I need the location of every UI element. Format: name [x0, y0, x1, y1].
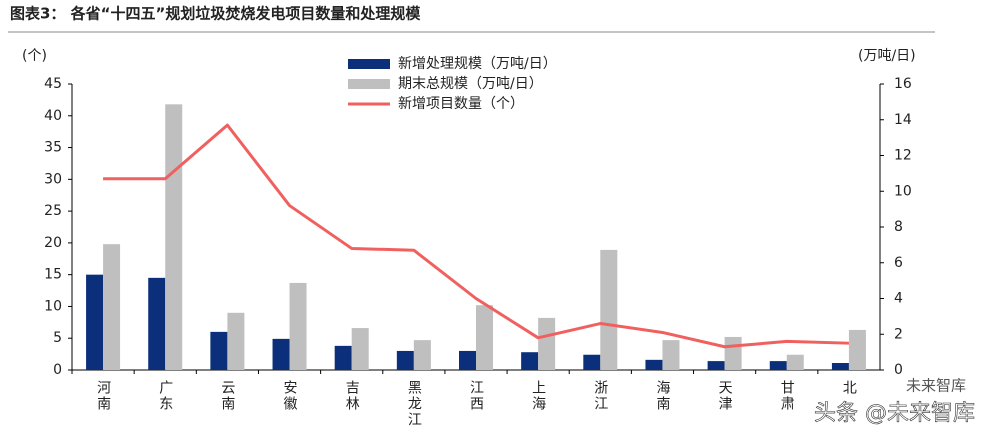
legend-label: 期末总规模（万吨/日） — [398, 76, 543, 92]
y2-tick-label: 6 — [894, 255, 903, 271]
logo-text: 未来智库 — [906, 377, 966, 395]
bar — [831, 363, 849, 370]
legend-label: 新增项目数量（个） — [398, 96, 524, 112]
bar — [334, 345, 352, 370]
y-tick-label: 40 — [44, 108, 62, 124]
bar — [600, 249, 618, 370]
x-tick-label: 江西 — [468, 380, 484, 412]
y2-tick-label: 0 — [894, 362, 903, 378]
x-tick-label: 安徽 — [282, 380, 298, 412]
y-tick-label: 15 — [44, 267, 62, 283]
bar — [476, 305, 493, 370]
y-tick-label: 45 — [44, 76, 62, 92]
bar — [521, 352, 539, 370]
x-tick-label: 云南 — [219, 380, 235, 412]
y-tick-label: 25 — [44, 203, 62, 219]
chart-title: 图表3： 各省“十四五”规划垃圾焚烧发电项目数量和处理规模 — [10, 5, 421, 23]
bar — [148, 277, 166, 370]
y2-tick-label: 8 — [894, 219, 903, 235]
bar — [227, 312, 245, 370]
y-axis-label: (个) — [22, 48, 47, 64]
y2-tick-label: 10 — [894, 183, 912, 199]
y2-tick-label: 2 — [894, 326, 903, 342]
bar — [351, 328, 369, 370]
bar — [459, 350, 476, 370]
x-tick-label: 天津 — [717, 380, 733, 412]
bar — [769, 361, 787, 370]
x-tick-label: 海南 — [654, 380, 670, 412]
y-tick-label: 20 — [44, 235, 62, 251]
bar — [413, 340, 431, 370]
x-tick-label: 甘肃 — [779, 380, 795, 412]
bar — [103, 244, 121, 370]
bar — [724, 336, 742, 370]
x-tick-label: 吉林 — [344, 380, 360, 412]
x-tick-label: 浙江 — [592, 380, 608, 412]
y-tick-label: 10 — [44, 298, 62, 314]
x-tick-label: 黑龙江 — [406, 380, 422, 428]
watermark: 头条 @未来智库 — [814, 401, 975, 426]
bar — [165, 104, 183, 371]
bar — [86, 274, 104, 370]
bar — [707, 361, 725, 370]
x-tick-label: 河南 — [95, 380, 111, 412]
y-tick-label: 5 — [53, 330, 62, 346]
y2-tick-label: 4 — [894, 291, 903, 307]
y-tick-label: 0 — [53, 362, 62, 378]
legend-swatch — [348, 79, 390, 89]
x-tick-label: 广东 — [157, 380, 173, 412]
bar — [396, 350, 414, 370]
bar — [289, 282, 307, 370]
x-tick-label: 上海 — [530, 380, 546, 412]
y2-tick-label: 12 — [894, 148, 912, 164]
bar — [210, 331, 228, 370]
y2-axis-label: (万吨/日) — [858, 48, 916, 64]
bar — [848, 329, 866, 370]
bar — [538, 317, 556, 370]
x-tick-label: 北 — [841, 380, 857, 396]
bar — [272, 338, 290, 370]
y-tick-label: 35 — [44, 140, 62, 156]
bar — [662, 340, 680, 370]
legend-label: 新增处理规模（万吨/日） — [398, 56, 557, 72]
y2-tick-label: 16 — [894, 76, 912, 92]
bar — [786, 354, 804, 370]
legend-swatch — [348, 59, 390, 69]
line — [103, 123, 849, 349]
bar — [645, 359, 663, 370]
y2-tick-label: 14 — [894, 112, 912, 128]
bar — [583, 354, 601, 370]
y-tick-label: 30 — [44, 171, 62, 187]
